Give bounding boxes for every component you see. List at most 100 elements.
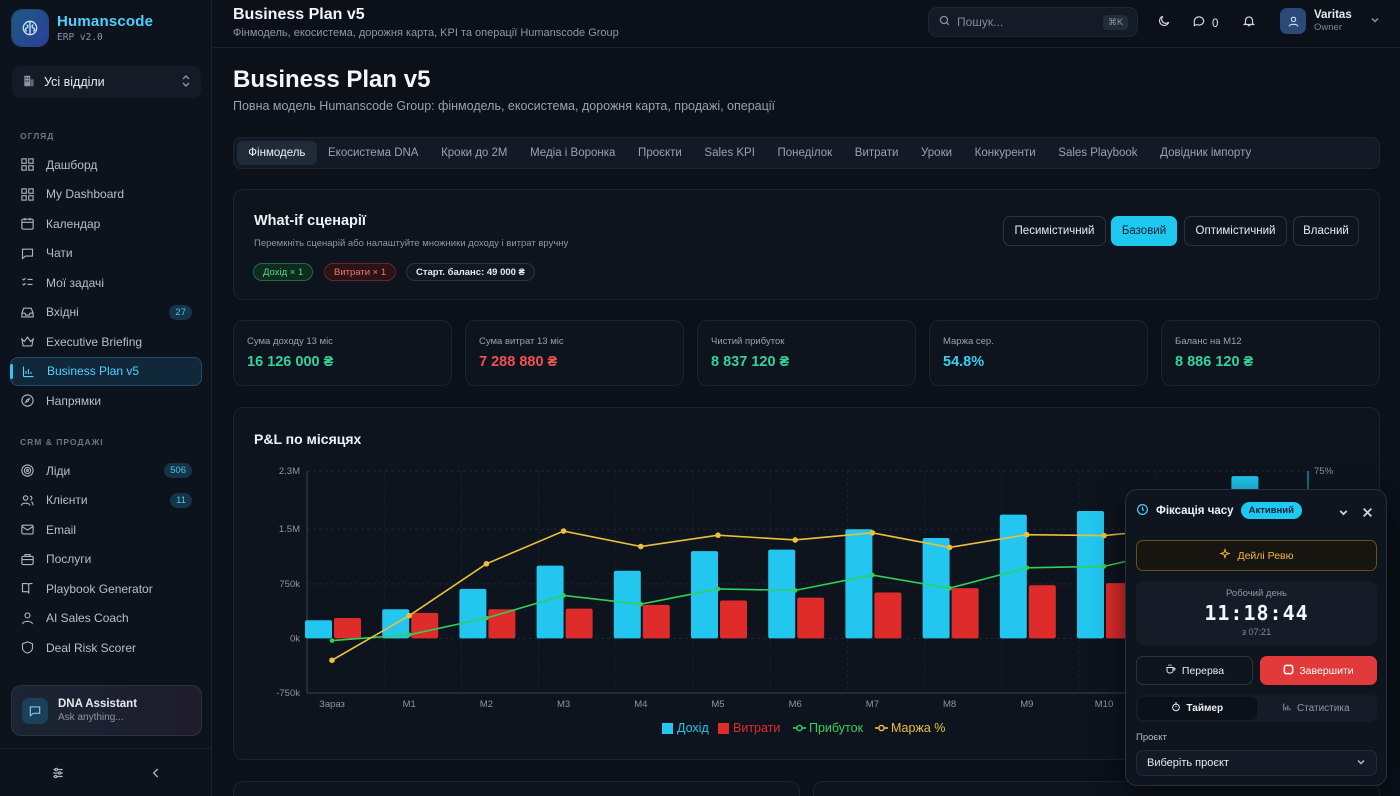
dna-assistant[interactable]: DNA Assistant Ask anything... xyxy=(11,685,202,736)
tab-item[interactable]: Довідник імпорту xyxy=(1160,147,1252,159)
user-menu[interactable]: Varitas Owner xyxy=(1280,8,1380,34)
sidebar-footer xyxy=(0,748,212,796)
scenario-button[interactable]: Оптимістичний xyxy=(1184,216,1287,246)
margin-point xyxy=(406,612,412,619)
close-icon[interactable] xyxy=(1362,505,1373,523)
sidebar-item-label: AI Sales Coach xyxy=(46,611,129,626)
sidebar-item-label: Клієнти xyxy=(46,493,88,508)
tab-item[interactable]: Медіа і Воронка xyxy=(530,147,616,159)
tab-item[interactable]: Понеділок xyxy=(777,147,833,159)
chat-bubble-icon xyxy=(22,697,48,724)
sidebar-item-календар[interactable]: Календар xyxy=(10,209,202,239)
moon-icon[interactable] xyxy=(1157,14,1171,33)
kpi-value: 8 886 120 ₴ xyxy=(1175,354,1254,370)
sidebar-item-послуги[interactable]: Послуги xyxy=(10,545,202,575)
bell-icon[interactable] xyxy=(1242,14,1256,33)
tab-item[interactable]: Конкуренти xyxy=(974,147,1036,159)
profit-point xyxy=(406,632,412,638)
sidebar-item-вхідні[interactable]: Вхідні 27 xyxy=(10,298,202,328)
collapse-chevron-icon[interactable] xyxy=(149,766,163,785)
department-selector-value: Усі відділи xyxy=(44,75,105,89)
tab-item[interactable]: Sales Playbook xyxy=(1058,147,1138,159)
margin-point xyxy=(1101,532,1107,539)
chat-icon xyxy=(1192,14,1206,33)
minimize-chevron-icon[interactable] xyxy=(1338,505,1349,523)
sidebar-item-label: Мої задачі xyxy=(46,275,104,290)
tab-item[interactable]: Витрати xyxy=(854,147,899,159)
sidebar-item-label: Deal Risk Scorer xyxy=(46,640,137,655)
workday-start: з 07:21 xyxy=(1241,627,1272,637)
users-icon xyxy=(20,493,46,508)
break-button[interactable]: Перерва xyxy=(1136,656,1253,685)
costs-bar xyxy=(720,600,747,639)
legend-swatch-point xyxy=(878,724,885,732)
mail-icon xyxy=(20,522,46,537)
chat-button[interactable]: 0 xyxy=(1192,14,1218,33)
tab-item[interactable]: Уроки xyxy=(920,147,953,159)
kpi-label: Сума доходу 13 міс xyxy=(247,336,333,347)
checklist-icon xyxy=(20,275,46,290)
sidebar-item-my-dashboard[interactable]: My Dashboard xyxy=(10,180,202,210)
crown-icon xyxy=(20,334,46,349)
margin-point xyxy=(1024,531,1030,538)
search-placeholder: Пошук... xyxy=(957,15,1004,29)
margin-point xyxy=(638,543,644,550)
chevron-down-icon xyxy=(1370,12,1380,30)
sparkle-icon xyxy=(1219,547,1232,563)
project-select[interactable]: Виберіть проєкт xyxy=(1136,750,1377,776)
sidebar-item-executive-briefing[interactable]: Executive Briefing xyxy=(10,327,202,357)
finish-button[interactable]: Завершити xyxy=(1260,656,1377,685)
section-overview-label: ОГЛЯД xyxy=(20,131,55,141)
whatif-card: What-if сценарії Перемкніть сценарій або… xyxy=(233,189,1380,300)
sidebar-item-чати[interactable]: Чати xyxy=(10,239,202,269)
stats-tab[interactable]: Статистика xyxy=(1257,697,1376,720)
income-bar xyxy=(768,549,796,639)
sidebar-item-deal-risk-scorer[interactable]: Deal Risk Scorer xyxy=(10,633,202,663)
tab-item[interactable]: Проєкти xyxy=(638,147,682,159)
topbar-title: Business Plan v5 xyxy=(233,6,365,23)
scenario-button[interactable]: Базовий xyxy=(1111,216,1177,246)
sidebar-item-playbook-generator[interactable]: Playbook Generator xyxy=(10,574,202,604)
department-selector[interactable]: Усі відділи xyxy=(12,66,201,98)
sidebar-item-business-plan-v5[interactable]: Business Plan v5 xyxy=(10,356,202,386)
tab-item[interactable]: Sales KPI xyxy=(704,147,755,159)
x-tick-label: M8 xyxy=(943,699,956,710)
search-input[interactable]: Пошук... ⌘K xyxy=(928,7,1138,37)
status-badge: Активний xyxy=(1240,502,1302,519)
sidebar-item-label: Чати xyxy=(46,246,73,261)
coffee-icon xyxy=(1165,663,1177,678)
income-bar xyxy=(459,588,487,639)
y-tick-label: 2.3M xyxy=(279,466,300,477)
daily-review-button[interactable]: Дейлі Ревю xyxy=(1136,540,1377,571)
sidebar-item-email[interactable]: Email xyxy=(10,515,202,545)
income-bar xyxy=(922,537,950,639)
sidebar-item-напрямки[interactable]: Напрямки xyxy=(10,386,202,416)
time-widget-title: Фіксація часу xyxy=(1156,504,1234,517)
sidebar-item-ai-sales-coach[interactable]: AI Sales Coach xyxy=(10,604,202,634)
kpi-label: Баланс на М12 xyxy=(1175,336,1242,347)
tab-item[interactable]: Кроки до 2M xyxy=(441,147,508,159)
sidebar-item-label: Напрямки xyxy=(46,393,102,408)
scenario-button[interactable]: Песимістичний xyxy=(1003,216,1106,246)
sidebar-item-дашборд[interactable]: Дашборд xyxy=(10,150,202,180)
sidebar-item-клієнти[interactable]: Клієнти 11 xyxy=(10,486,202,516)
time-widget-header: Фіксація часу Активний xyxy=(1136,502,1302,519)
x-tick-label: M6 xyxy=(789,699,802,710)
section-crm-label: CRM & ПРОДАЖІ xyxy=(20,437,104,447)
profit-point xyxy=(1024,565,1030,571)
costs-bar xyxy=(565,608,593,639)
tab-item[interactable]: Фінмодель xyxy=(237,141,317,165)
x-tick-label: M3 xyxy=(557,699,570,710)
sidebar-item-label: My Dashboard xyxy=(46,187,125,202)
income-bar xyxy=(1077,511,1104,639)
sidebar-item-мої-задачі[interactable]: Мої задачі xyxy=(10,268,202,298)
scenario-button[interactable]: Власний xyxy=(1293,216,1359,246)
tab-item[interactable]: Екосистема DNA xyxy=(328,147,419,159)
x-tick-label: M10 xyxy=(1095,699,1113,710)
timer-tab[interactable]: Таймер xyxy=(1138,697,1257,720)
sidebar-item-ліди[interactable]: Ліди 506 xyxy=(10,456,202,486)
break-label: Перерва xyxy=(1181,664,1225,677)
x-tick-label: M5 xyxy=(711,699,724,710)
legend-label: Витрати xyxy=(733,721,780,735)
sliders-icon[interactable] xyxy=(51,766,65,785)
